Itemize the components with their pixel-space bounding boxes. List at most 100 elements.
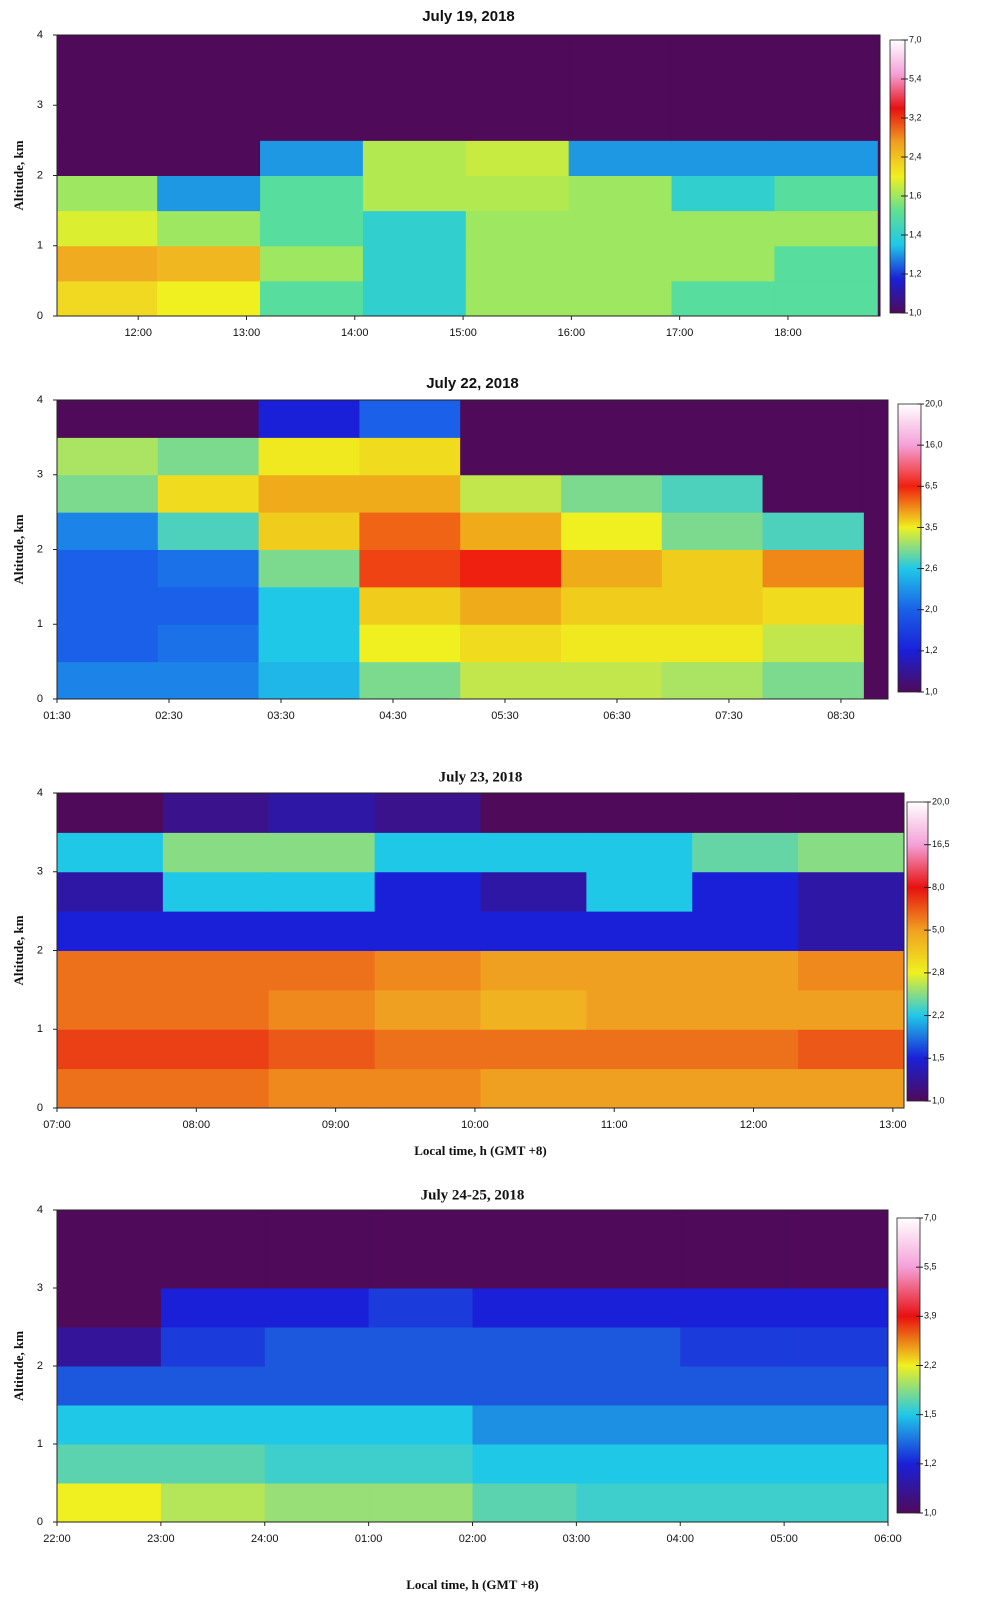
heatmap-cell — [57, 950, 164, 991]
heatmap-cell — [362, 245, 467, 282]
heatmap-cell — [480, 989, 587, 1030]
heatmap-cell — [576, 1327, 681, 1367]
heatmap-cell — [258, 661, 360, 699]
heatmap-cell — [784, 1483, 888, 1522]
heatmap-cell — [157, 400, 260, 438]
x-tick-label: 22:00 — [43, 1533, 71, 1545]
y-tick-label: 3 — [37, 469, 43, 481]
heatmap-cell — [560, 549, 663, 588]
heatmap-cell — [57, 1210, 162, 1250]
heatmap — [57, 793, 904, 1108]
y-tick-label: 4 — [37, 1204, 43, 1216]
heatmap-cell — [374, 950, 481, 991]
heatmap-cell — [762, 474, 864, 513]
heatmap-cell — [774, 175, 878, 212]
heatmap-cell — [798, 871, 904, 912]
heatmap-cell — [774, 245, 878, 282]
heatmap-cell — [157, 175, 261, 212]
heatmap-cell — [784, 1210, 888, 1250]
chart-title: July 22, 2018 — [426, 375, 519, 392]
heatmap-cell — [671, 280, 775, 316]
colorbar-tick-label: 3,5 — [925, 522, 938, 532]
heatmap-cell — [460, 474, 562, 513]
y-tick-label: 3 — [37, 99, 43, 111]
heatmap-cell — [661, 624, 764, 663]
heatmap-cell — [157, 512, 260, 550]
x-axis-label: Local time, h (GMT +8) — [414, 1143, 546, 1158]
x-tick-label: 14:00 — [341, 327, 369, 339]
colorbar-tick-label: 2,4 — [909, 151, 922, 161]
heatmap-cell — [157, 474, 260, 513]
heatmap-cell — [268, 989, 376, 1030]
colorbar-tick-label: 1,6 — [909, 190, 922, 200]
heatmap — [57, 35, 880, 316]
colorbar-tick-label: 2,0 — [925, 604, 938, 614]
heatmap-cell — [480, 950, 587, 991]
heatmap-cell — [568, 175, 673, 212]
x-tick-label: 05:30 — [491, 710, 519, 722]
y-tick-label: 1 — [37, 1438, 43, 1450]
colorbar-tick-label: 2,8 — [932, 967, 945, 977]
heatmap-cell — [368, 1405, 473, 1445]
heatmap-cell — [680, 1327, 785, 1367]
heatmap-cell — [576, 1249, 681, 1289]
x-tick-label: 01:00 — [355, 1533, 383, 1545]
heatmap-cell — [692, 950, 799, 991]
heatmap-cell — [692, 871, 799, 912]
heatmap-cell — [671, 245, 775, 282]
colorbar-tick-label: 20,0 — [932, 796, 950, 806]
colorbar-tick-label: 1,2 — [925, 645, 938, 655]
heatmap-cell — [661, 549, 764, 588]
colorbar-tick-label: 20,0 — [925, 398, 943, 408]
colorbar-tick-label: 3,2 — [909, 112, 922, 122]
heatmap-cell — [359, 624, 461, 663]
heatmap-cell — [472, 1444, 577, 1484]
heatmap-cell — [661, 437, 764, 476]
heatmap-cell — [460, 586, 562, 625]
heatmap-cell — [480, 871, 587, 912]
heatmap-cell — [586, 832, 693, 873]
heatmap-cell — [260, 140, 364, 176]
heatmap-cell — [784, 1249, 888, 1289]
heatmap-cell — [359, 474, 461, 513]
y-tick-label: 1 — [37, 240, 43, 252]
colorbar-tick-label: 6,5 — [925, 481, 938, 491]
colorbar-tick-label: 5,5 — [924, 1262, 937, 1272]
heatmap-cell — [57, 1327, 162, 1367]
heatmap-cell — [157, 245, 261, 282]
heatmap-cell — [560, 624, 663, 663]
x-tick-label: 13:00 — [879, 1119, 907, 1131]
colorbar-tick-label: 16,5 — [932, 839, 950, 849]
heatmap-cell — [560, 586, 663, 625]
heatmap-cell — [162, 1029, 270, 1070]
x-tick-label: 07:30 — [715, 710, 743, 722]
heatmap-cell — [57, 549, 159, 588]
heatmap-cell — [762, 400, 864, 438]
y-tick-label: 2 — [37, 543, 43, 555]
heatmap-cell — [784, 1405, 888, 1445]
heatmap-cell — [762, 512, 864, 550]
colorbar-tick-label: 8,0 — [932, 882, 945, 892]
y-tick-label: 2 — [37, 169, 43, 181]
heatmap-cell — [472, 1405, 577, 1445]
heatmap-cell — [57, 661, 159, 699]
heatmap-cell — [260, 105, 364, 141]
heatmap-cell — [264, 1327, 370, 1367]
heatmap-cell — [157, 437, 260, 476]
heatmap-cell — [268, 1029, 376, 1070]
heatmap-cell — [460, 661, 562, 699]
heatmap-cell — [576, 1288, 681, 1328]
heatmap-cell — [57, 474, 159, 513]
heatmap-cell — [359, 661, 461, 699]
heatmap-cell — [560, 661, 663, 699]
x-tick-label: 03:00 — [563, 1533, 591, 1545]
heatmap-cell — [568, 245, 673, 282]
colorbar-tick-label: 2,2 — [932, 1010, 945, 1020]
heatmap-cell — [774, 210, 878, 247]
heatmap-cell — [680, 1249, 785, 1289]
heatmap-cell — [260, 245, 364, 282]
heatmap-cell — [586, 989, 693, 1030]
heatmap-cell — [460, 624, 562, 663]
heatmap-cell — [762, 437, 864, 476]
heatmap-cell — [560, 437, 663, 476]
